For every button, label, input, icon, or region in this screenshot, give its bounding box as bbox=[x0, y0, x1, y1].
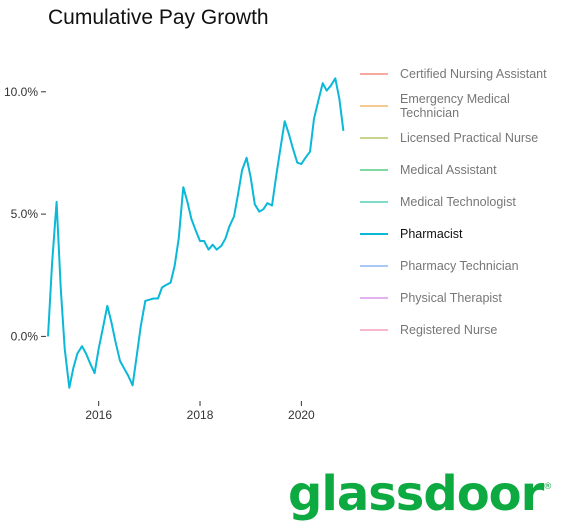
legend-label: Certified Nursing Assistant bbox=[400, 67, 547, 81]
y-tick-label: 0.0% bbox=[11, 329, 39, 343]
legend-swatch bbox=[360, 265, 388, 267]
legend-label: Licensed Practical Nurse bbox=[400, 131, 539, 145]
legend-item-registered-nurse[interactable]: Registered Nurse bbox=[360, 314, 570, 346]
glassdoor-logo: glassdoor® bbox=[288, 466, 552, 522]
x-tick-label: 2018 bbox=[187, 408, 214, 422]
legend-item-pharmacist[interactable]: Pharmacist bbox=[360, 218, 570, 250]
legend-label: Medical Technologist bbox=[400, 195, 516, 209]
y-tick-label: 5.0% bbox=[11, 207, 39, 221]
legend-item-emergency-medical-technician[interactable]: Emergency Medical Technician bbox=[360, 90, 570, 122]
x-tick-label: 2016 bbox=[85, 408, 112, 422]
legend-item-certified-nursing-assistant[interactable]: Certified Nursing Assistant bbox=[360, 58, 570, 90]
legend-item-medical-assistant[interactable]: Medical Assistant bbox=[360, 154, 570, 186]
legend-label: Emergency Medical Technician bbox=[400, 92, 510, 120]
legend-item-physical-therapist[interactable]: Physical Therapist bbox=[360, 282, 570, 314]
legend-item-pharmacy-technician[interactable]: Pharmacy Technician bbox=[360, 250, 570, 282]
y-axis: 0.0% 5.0% 10.0% bbox=[4, 85, 46, 343]
legend-item-medical-technologist[interactable]: Medical Technologist bbox=[360, 186, 570, 218]
legend-item-licensed-practical-nurse[interactable]: Licensed Practical Nurse bbox=[360, 122, 570, 154]
legend-swatch bbox=[360, 105, 388, 107]
y-tick-label: 10.0% bbox=[4, 85, 38, 99]
legend-label: Medical Assistant bbox=[400, 163, 497, 177]
legend-swatch bbox=[360, 329, 388, 331]
chart-legend: Certified Nursing Assistant Emergency Med… bbox=[360, 58, 570, 346]
legend-swatch bbox=[360, 169, 388, 171]
legend-label: Pharmacist bbox=[400, 227, 463, 241]
legend-label: Pharmacy Technician bbox=[400, 259, 519, 273]
x-tick-label: 2020 bbox=[288, 408, 315, 422]
legend-swatch bbox=[360, 201, 388, 203]
series-line-pharmacist bbox=[47, 77, 345, 389]
series-lines bbox=[47, 77, 345, 389]
chart-title: Cumulative Pay Growth bbox=[48, 6, 269, 29]
legend-swatch bbox=[360, 137, 388, 139]
legend-label: Physical Therapist bbox=[400, 291, 502, 305]
x-axis: 2016 2018 2020 bbox=[85, 401, 315, 422]
legend-swatch bbox=[360, 73, 388, 75]
legend-label: Registered Nurse bbox=[400, 323, 498, 337]
legend-swatch bbox=[360, 233, 388, 235]
legend-swatch bbox=[360, 297, 388, 299]
line-chart: 0.0% 5.0% 10.0% 2016 2018 2020 bbox=[4, 77, 345, 422]
